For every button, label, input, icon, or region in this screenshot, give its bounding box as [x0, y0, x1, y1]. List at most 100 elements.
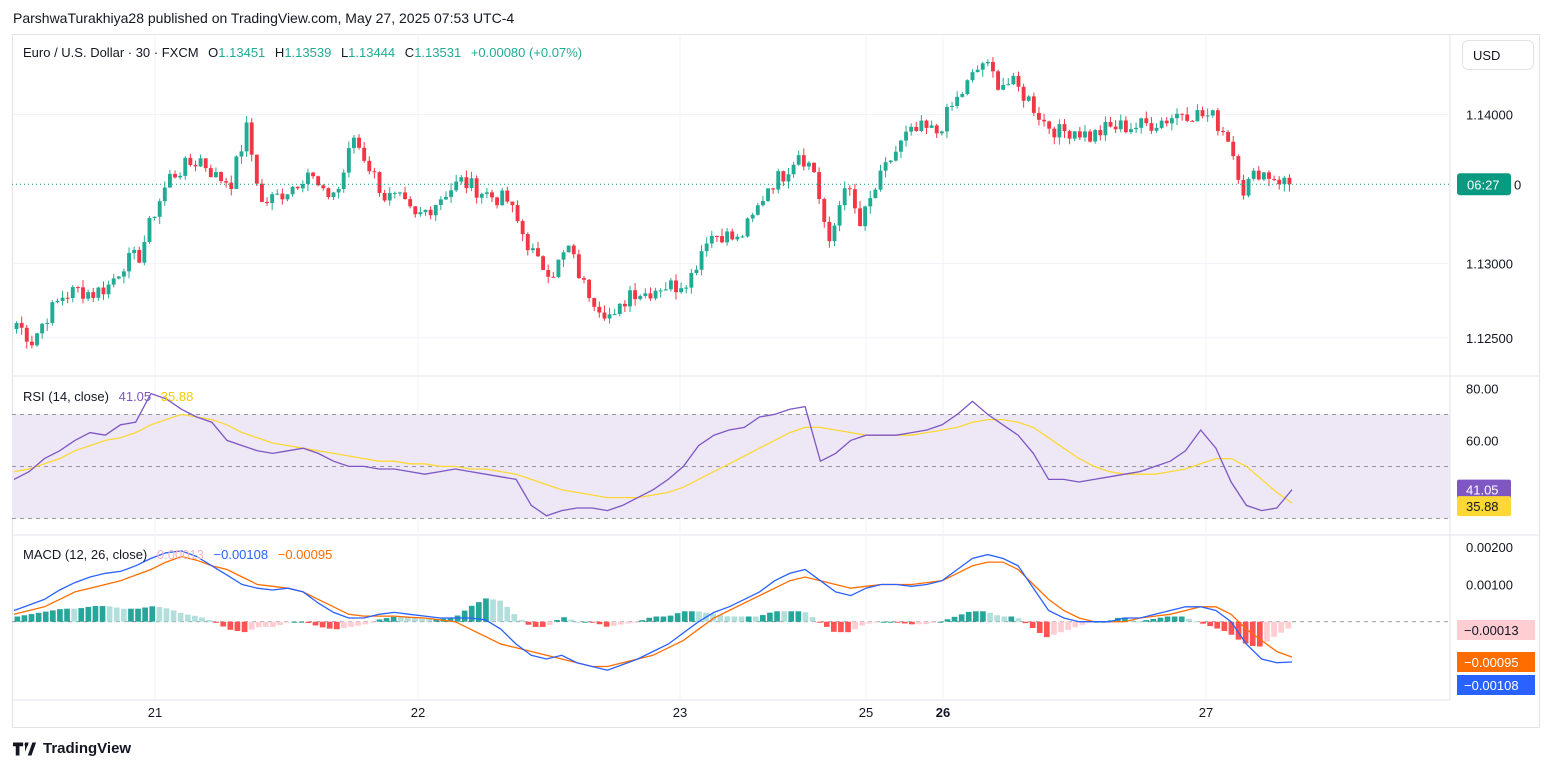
macd-legend: MACD (12, 26, close) 0.00013 −0.00108 −0…	[23, 547, 338, 562]
macd-badge	[1457, 675, 1535, 695]
candle-body	[1190, 120, 1195, 122]
macd-hist-bar	[135, 608, 141, 622]
candle-body	[1261, 172, 1266, 180]
signal-badge	[1457, 652, 1535, 672]
candle-body	[556, 259, 561, 277]
candle-body	[1139, 118, 1144, 128]
price-tick-label: 1.14000	[1466, 107, 1513, 122]
candle-body	[827, 221, 832, 242]
candle-body	[786, 174, 791, 182]
candle-body	[1169, 118, 1174, 124]
macd-hist-bar	[809, 617, 816, 622]
candle-body	[484, 192, 489, 194]
candle-body	[806, 162, 811, 167]
macd-hist-bar	[241, 621, 248, 633]
macd-hist-bar	[227, 621, 234, 630]
chart-frame[interactable]	[12, 34, 1540, 728]
candle-body	[612, 314, 617, 316]
candle-body	[1031, 96, 1036, 113]
macd-hist-bar	[71, 608, 77, 622]
candle-body	[740, 236, 745, 238]
candle-body	[65, 297, 70, 299]
candle-body	[111, 278, 116, 285]
candle-body	[336, 188, 341, 193]
candle-body	[1185, 114, 1190, 121]
macd-hist-bar	[667, 615, 674, 622]
candle-body	[791, 164, 796, 175]
macd-hist-bar	[603, 621, 610, 627]
macd-title[interactable]: MACD (12, 26, close)	[23, 547, 148, 562]
macd-hist-bar	[412, 617, 418, 622]
candle-body	[398, 192, 402, 194]
macd-hist-bar	[916, 621, 922, 625]
symbol-label[interactable]: Euro / U.S. Dollar · 30 · FXCM	[23, 45, 199, 60]
rsi-ma-badge-text: 35.88	[1466, 499, 1499, 514]
candle-body	[1164, 120, 1169, 124]
candle-body	[561, 252, 566, 260]
candle-body	[965, 80, 970, 95]
candle-body	[1067, 131, 1072, 139]
candle-body	[326, 188, 331, 197]
candle-body	[55, 300, 60, 303]
macd-hist-bar	[1278, 621, 1284, 633]
candle-body	[387, 193, 392, 201]
macd-hist-bar	[255, 621, 262, 628]
rsi-title[interactable]: RSI (14, close)	[23, 389, 109, 404]
candle-body	[1195, 110, 1200, 122]
candle-body	[459, 177, 464, 182]
macd-hist-bar	[504, 606, 511, 622]
candle-body	[776, 171, 781, 190]
candle-body	[991, 61, 995, 72]
macd-hist-bar	[192, 615, 198, 622]
macd-hist-bar	[610, 621, 617, 626]
candle-body	[96, 287, 101, 298]
macd-hist-bar	[689, 611, 695, 622]
candle-body	[1154, 127, 1159, 131]
candle-body	[1118, 120, 1123, 130]
candle-body	[1231, 141, 1236, 157]
candle-body	[1037, 112, 1041, 120]
candle-body	[382, 192, 387, 201]
candle-body	[582, 278, 586, 280]
macd-hist-bar	[1072, 621, 1079, 628]
macd-hist-bar	[14, 616, 21, 622]
candle-body	[520, 221, 525, 235]
candle-body	[955, 96, 960, 107]
publisher-attribution: ParshwaTurakhiya28 published on TradingV…	[13, 10, 515, 26]
candle-body	[75, 287, 80, 289]
hist-legend-value: 0.00013	[156, 547, 204, 562]
candle-body	[975, 69, 980, 73]
candle-body	[1175, 113, 1179, 119]
macd-hist-bar	[958, 614, 965, 622]
candle-body	[1072, 131, 1077, 139]
candle-body	[1287, 177, 1292, 185]
macd-hist-bar	[497, 600, 503, 622]
macd-hist-bar	[78, 608, 85, 622]
macd-hist-bar	[568, 619, 574, 622]
candle-body	[1042, 119, 1047, 122]
price-tick-label: 1.12500	[1466, 331, 1513, 346]
time-tick-label: 23	[673, 705, 687, 720]
candle-body	[1205, 115, 1210, 117]
macd-hist-bar	[760, 615, 766, 622]
macd-hist-bar	[113, 607, 120, 622]
candle-body	[352, 137, 356, 149]
candle-body	[684, 287, 689, 289]
candle-body	[137, 249, 142, 263]
tradingview-logo[interactable]: TradingView	[13, 740, 131, 757]
macd-hist-bar	[802, 612, 809, 622]
macd-hist-bar	[973, 611, 979, 622]
macd-hist-bar	[1200, 621, 1206, 624]
candle-body	[1236, 156, 1241, 180]
macd-hist-bar	[1051, 621, 1057, 635]
macd-hist-bar	[823, 621, 830, 627]
candle-body	[878, 170, 883, 190]
macd-hist-bar	[660, 616, 667, 622]
macd-hist-bar	[866, 621, 873, 624]
currency-button[interactable]: USD	[1462, 40, 1534, 70]
macd-hist-bar	[248, 621, 255, 630]
candle-body	[1103, 122, 1108, 136]
macd-hist-bar	[405, 617, 411, 622]
candle-body	[40, 323, 45, 334]
